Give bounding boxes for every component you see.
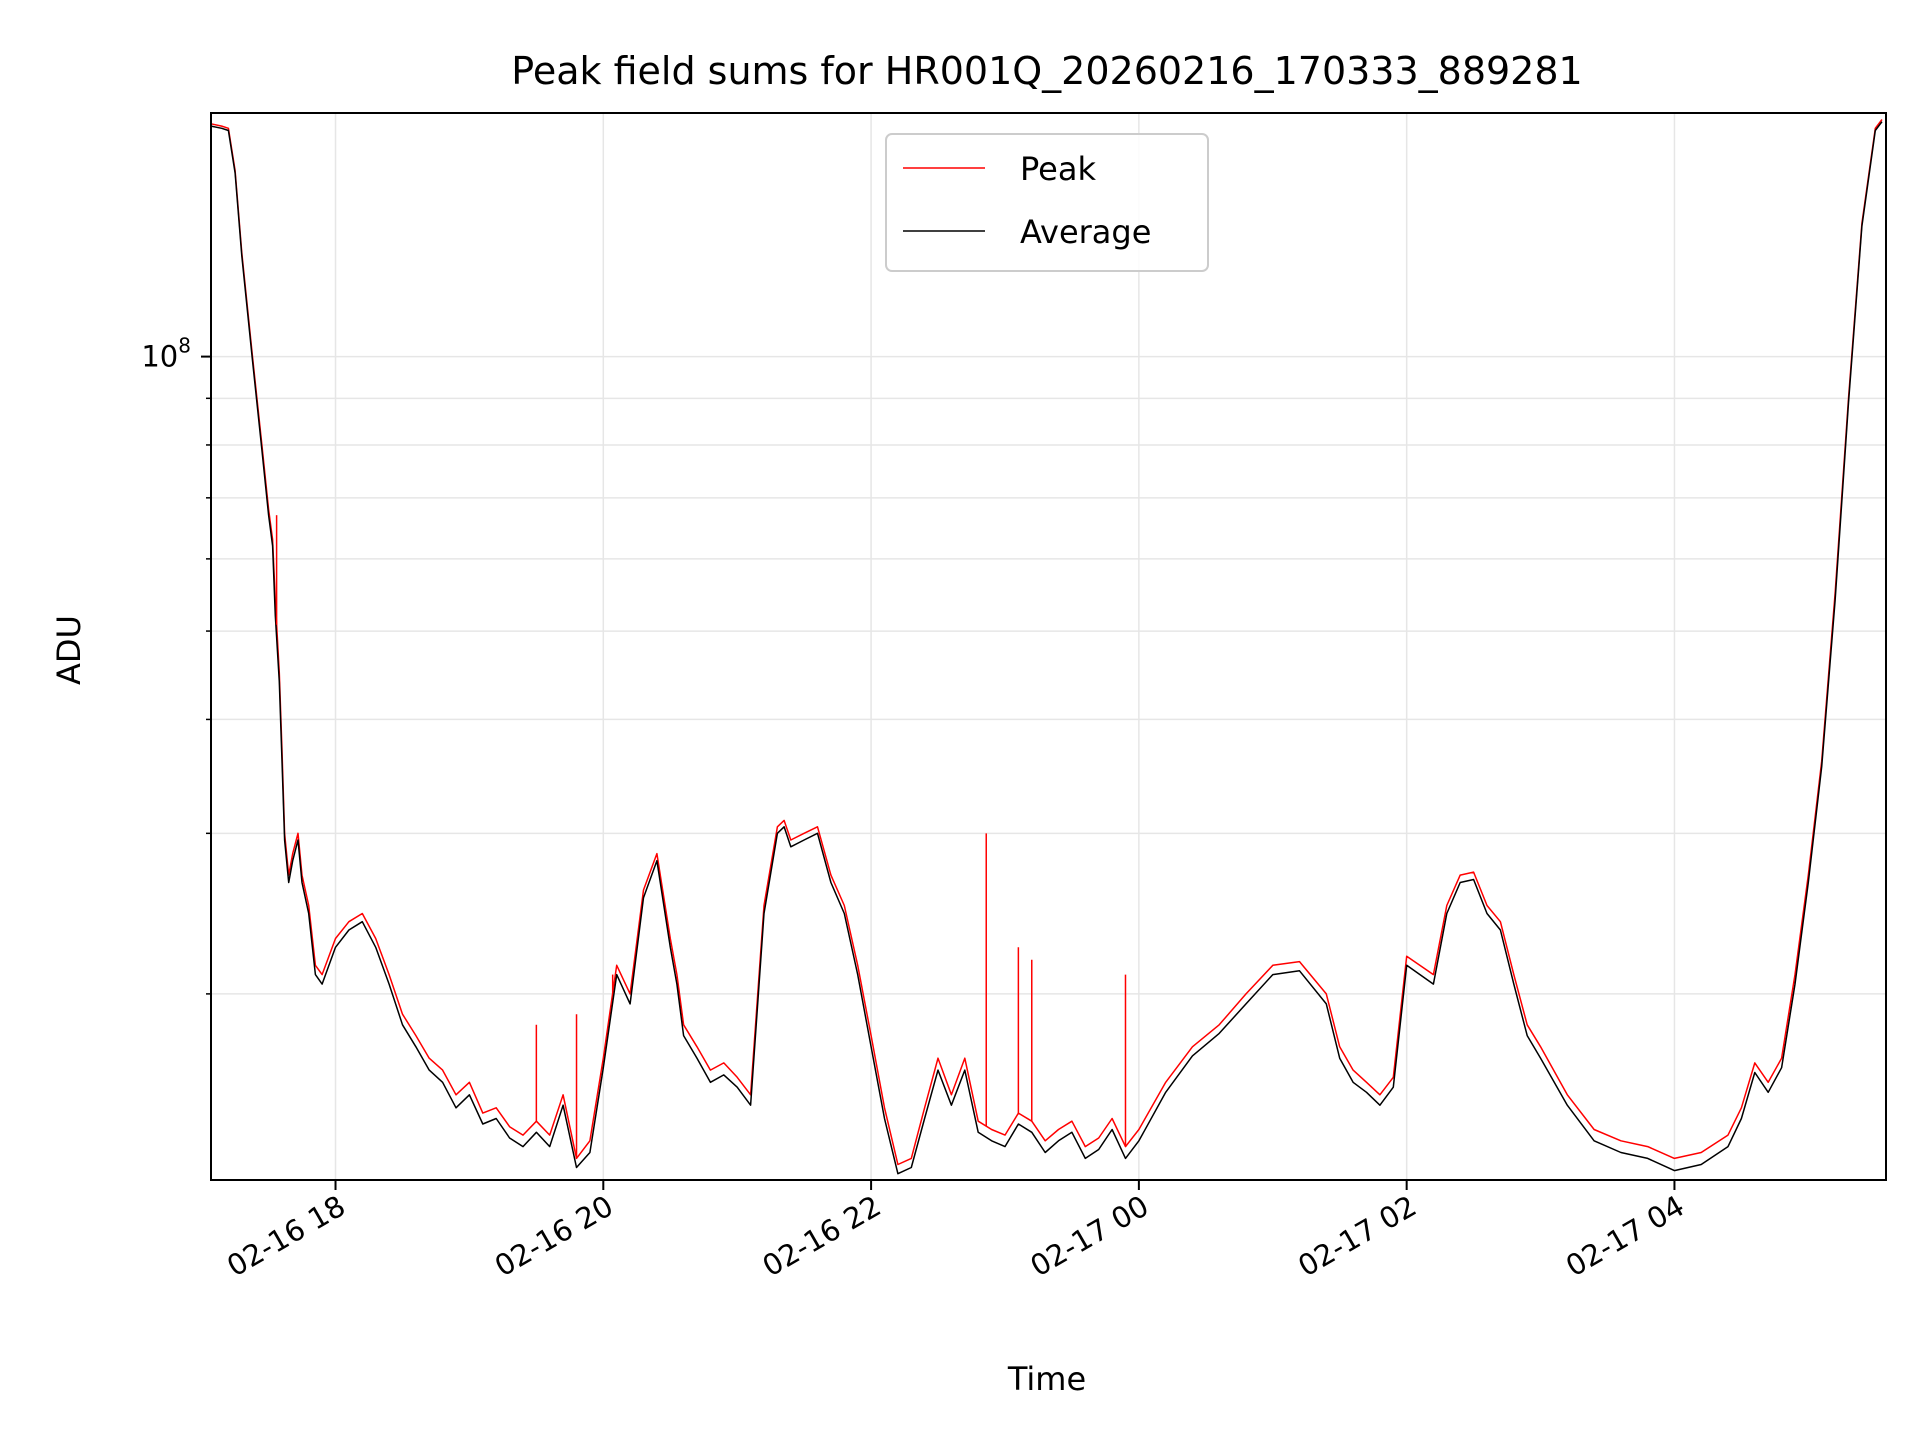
y-axis: 108 — [141, 334, 211, 995]
y-tick-label: 108 — [141, 334, 191, 374]
legend-average-label: Average — [1020, 213, 1151, 251]
x-axis-label: Time — [1007, 1360, 1086, 1398]
x-tick-label: 02-17 00 — [1024, 1189, 1154, 1284]
x-tick-label: 02-16 22 — [757, 1189, 887, 1284]
plot-frame — [210, 112, 1887, 1181]
x-tick-label: 02-16 18 — [221, 1189, 351, 1284]
chart-title: Peak field sums for HR001Q_20260216_1703… — [511, 49, 1582, 93]
x-tick-label: 02-17 04 — [1560, 1189, 1690, 1284]
y-axis-label: ADU — [50, 615, 88, 685]
x-tick-label: 02-17 02 — [1292, 1189, 1422, 1284]
legend-peak-label: Peak — [1020, 150, 1096, 188]
series-line-average — [210, 121, 1883, 1175]
plot-series — [210, 119, 1883, 1175]
series-line-peak — [210, 119, 1883, 1166]
x-axis: 02-16 18 02-16 20 02-16 22 02-17 00 02-17 02… — [221, 1180, 1690, 1283]
x-tick-label: 02-16 20 — [489, 1189, 619, 1284]
legend: Peak Average — [885, 133, 1209, 272]
grid — [211, 113, 1886, 1180]
